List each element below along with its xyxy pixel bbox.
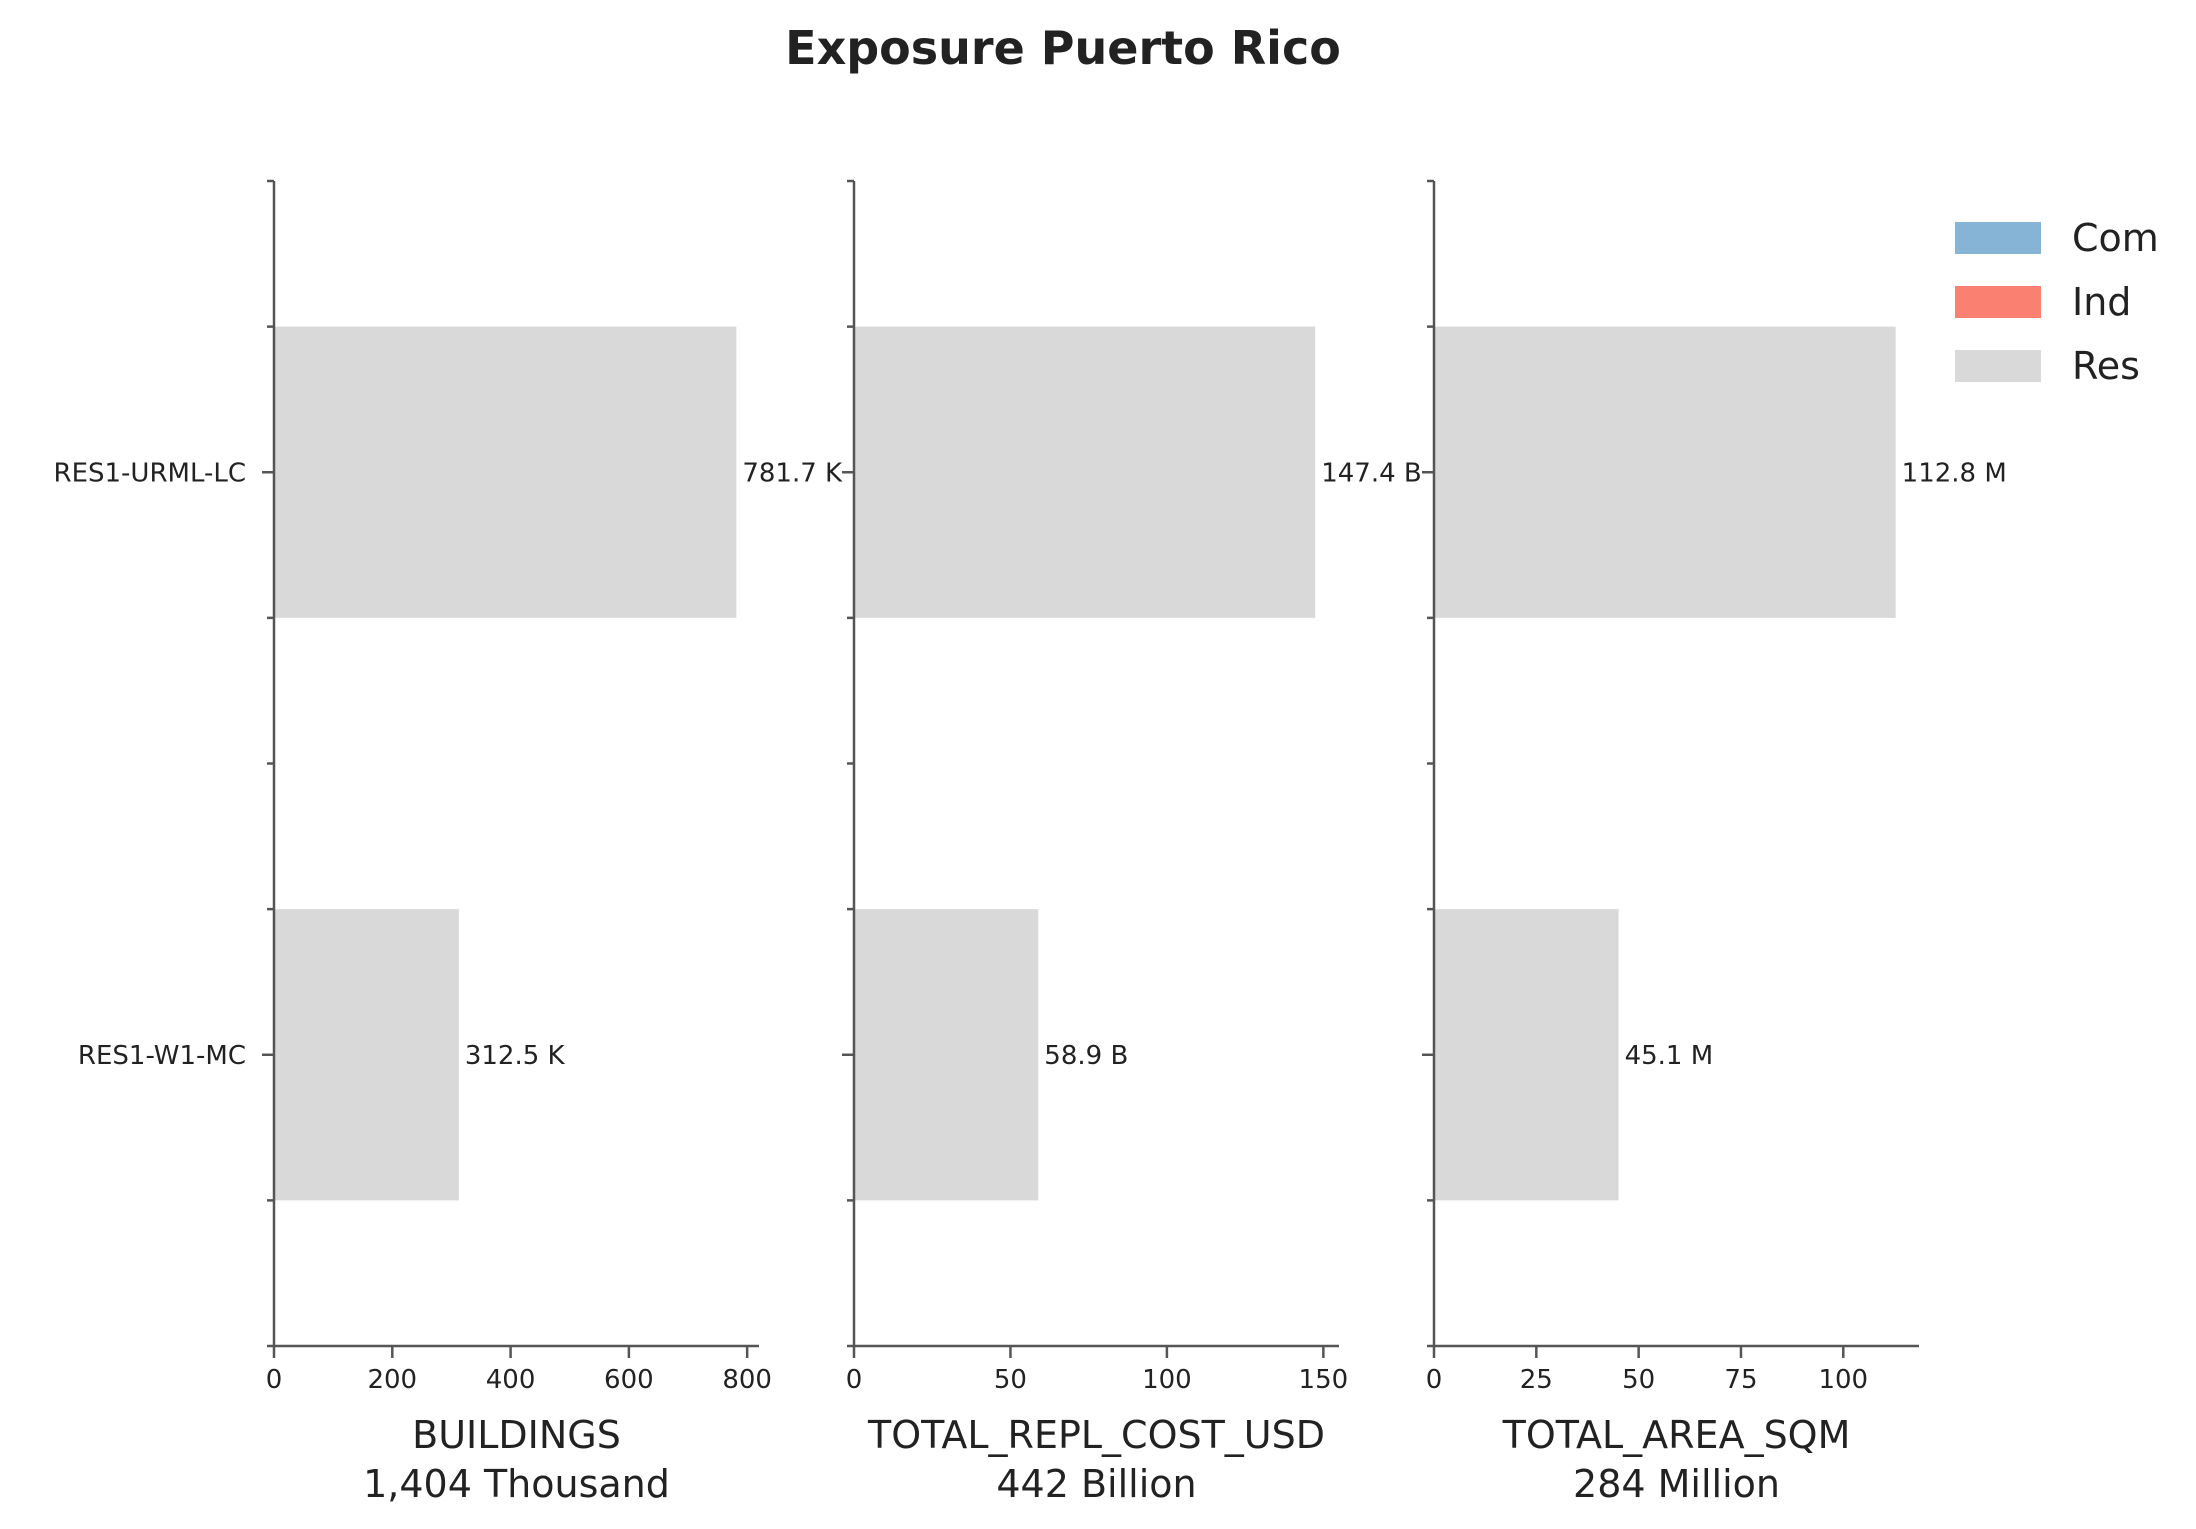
- legend-label-com: Com: [2072, 216, 2159, 260]
- x-axis-total-label: 284 Million: [1573, 1462, 1780, 1506]
- data-label: 112.8 M: [1902, 458, 2007, 488]
- category-label-res1-w1-mc: RES1-W1-MC: [78, 1041, 246, 1071]
- data-label: 312.5 K: [465, 1041, 566, 1071]
- legend-swatch-res: [1955, 350, 2041, 382]
- legend-label-res: Res: [2072, 344, 2140, 388]
- bar-res1-urml-lc-total-repl-cost-usd: [854, 326, 1316, 618]
- legend-label-ind: Ind: [2072, 280, 2131, 324]
- bar-res1-w1-mc-buildings: [274, 909, 459, 1201]
- panel-total-area-sqm: 0 25 50 75 100 112.8 M 45.1 M TOTAL_AREA_SQM 284…: [1422, 179, 2007, 1506]
- x-axis-total-label: 1,404 Thousand: [363, 1462, 670, 1506]
- x-axis-label: TOTAL_AREA_SQM: [1502, 1413, 1851, 1457]
- x-axis-total-label: 442 Billion: [996, 1462, 1196, 1506]
- x-tick-label: 100: [1818, 1365, 1868, 1395]
- x-axis-label: TOTAL_REPL_COST_USD: [867, 1413, 1325, 1457]
- data-label: 58.9 B: [1044, 1041, 1128, 1071]
- x-tick-label: 100: [1142, 1365, 1192, 1395]
- data-label: 147.4 B: [1321, 458, 1422, 488]
- x-tick-label: 0: [1426, 1365, 1443, 1395]
- x-tick-label: 0: [846, 1365, 863, 1395]
- panel-buildings: 0 200 400 600 800 781.7 K 312.5 K BUILDINGS 1,40…: [262, 179, 843, 1506]
- x-tick-label: 200: [367, 1365, 417, 1395]
- x-tick-label: 150: [1299, 1365, 1349, 1395]
- chart-title: Exposure Puerto Rico: [785, 21, 1341, 75]
- x-axis-label: BUILDINGS: [412, 1413, 621, 1457]
- legend-swatch-ind: [1955, 286, 2041, 318]
- bar-res1-urml-lc-total-area-sqm: [1434, 326, 1896, 618]
- legend-swatch-com: [1955, 222, 2041, 254]
- x-tick-label: 25: [1520, 1365, 1553, 1395]
- x-tick-label: 50: [994, 1365, 1027, 1395]
- x-tick-label: 600: [604, 1365, 654, 1395]
- x-tick-label: 75: [1724, 1365, 1757, 1395]
- bar-res1-w1-mc-total-repl-cost-usd: [854, 909, 1039, 1201]
- bar-res1-urml-lc-buildings: [274, 326, 737, 618]
- x-tick-label: 50: [1622, 1365, 1655, 1395]
- x-tick-label: 400: [486, 1365, 536, 1395]
- legend: Com Ind Res: [1955, 216, 2159, 388]
- x-tick-label: 800: [722, 1365, 772, 1395]
- panel-total-repl-cost-usd: 0 50 100 150 147.4 B 58.9 B TOTAL_REPL_COST_US…: [842, 179, 1422, 1506]
- bar-res1-w1-mc-total-area-sqm: [1434, 909, 1619, 1201]
- data-label: 781.7 K: [742, 458, 843, 488]
- category-label-res1-urml-lc: RES1-URML-LC: [54, 458, 247, 488]
- panels: 0 200 400 600 800 781.7 K 312.5 K BUILDINGS 1,40…: [54, 179, 2007, 1506]
- data-label: 45.1 M: [1625, 1041, 1714, 1071]
- x-tick-label: 0: [266, 1365, 283, 1395]
